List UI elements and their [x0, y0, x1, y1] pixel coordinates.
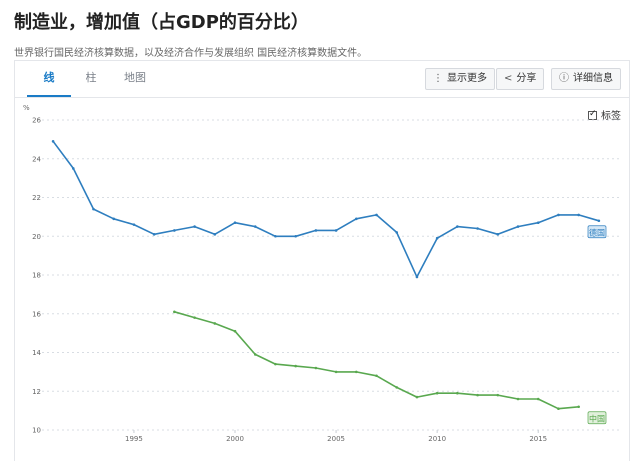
data-point	[213, 322, 217, 325]
series-name-label: 德国	[589, 227, 605, 237]
data-point	[395, 386, 399, 389]
y-tick-label: 24	[32, 155, 41, 163]
data-point	[355, 370, 358, 374]
x-tick-label: 1995	[125, 435, 143, 443]
y-tick-label: 22	[32, 194, 41, 202]
data-point	[597, 219, 601, 223]
data-point	[395, 231, 399, 234]
series-name-label: 中国	[589, 413, 605, 423]
chart-panel: 线 柱 地图 ⋮ 显示更多 <分享 ⓘ 详细信息 标签 % 10 12 14 16 18 20 2…	[14, 60, 630, 461]
y-tick-label: 10	[32, 427, 41, 435]
more-vertical-icon: ⋮	[433, 73, 443, 84]
series-line-0	[52, 140, 600, 278]
data-point	[516, 225, 520, 228]
data-point	[355, 217, 358, 221]
x-tick-label: 2015	[529, 435, 547, 443]
page-title: 制造业，增加值（占GDP的百分比）	[14, 12, 309, 33]
data-point	[577, 405, 580, 409]
y-tick-label: 14	[32, 349, 41, 357]
data-point	[314, 366, 318, 370]
data-point	[112, 217, 116, 221]
data-point	[193, 225, 196, 228]
data-point	[375, 374, 378, 378]
info-icon: ⓘ	[559, 73, 569, 84]
data-point	[577, 213, 580, 217]
data-point	[274, 234, 277, 238]
show-more-label: 显示更多	[447, 73, 487, 84]
share-button[interactable]: < 分享	[496, 68, 545, 90]
data-point	[132, 223, 136, 226]
data-point	[334, 229, 338, 232]
tab-map[interactable]: 地图	[124, 71, 146, 84]
data-point	[152, 233, 156, 236]
data-point	[72, 167, 75, 170]
data-point	[476, 227, 479, 230]
data-point	[253, 225, 257, 228]
data-point	[456, 391, 459, 395]
tab-bar: 线 柱 地图 ⋮ 显示更多 < 分享 ⓘ 详细信息	[15, 61, 629, 98]
series-end-tag	[587, 411, 607, 425]
data-point	[435, 391, 439, 395]
series-end-tag	[587, 225, 607, 239]
show-more-button[interactable]: ⋮ 显示更多	[425, 68, 495, 90]
data-point	[314, 229, 318, 232]
tab-line[interactable]: 线	[27, 61, 71, 97]
data-point	[253, 353, 257, 356]
data-point	[294, 364, 297, 368]
data-point	[294, 234, 297, 238]
data-point	[536, 221, 540, 224]
share-icon: <	[504, 73, 513, 84]
data-point	[496, 233, 500, 236]
y-unit-label: %	[23, 104, 30, 112]
data-point	[557, 407, 560, 410]
details-label: 详细信息	[573, 73, 613, 84]
data-point	[516, 397, 520, 401]
data-point	[193, 316, 196, 319]
data-point	[536, 397, 540, 401]
data-point	[92, 207, 95, 211]
x-tick-label: 2000	[226, 435, 244, 443]
data-point	[233, 329, 237, 333]
y-tick-label: 16	[32, 310, 41, 318]
y-tick-label: 26	[32, 117, 41, 125]
page-subtitle: 世界银行国民经济核算数据，以及经济合作与发展组织 国民经济核算数据文件。	[14, 48, 368, 59]
data-point	[557, 213, 560, 217]
data-point	[496, 393, 500, 397]
data-point	[173, 310, 176, 314]
x-tick-label: 2010	[428, 435, 446, 443]
y-tick-label: 18	[32, 272, 41, 280]
data-point	[213, 233, 217, 236]
data-point	[456, 225, 459, 228]
data-point	[435, 236, 439, 240]
tab-bar-chart[interactable]: 柱	[85, 71, 97, 84]
data-point	[334, 370, 338, 374]
series-line-1	[174, 311, 579, 410]
data-point	[476, 393, 479, 397]
y-tick-label: 12	[32, 388, 41, 396]
data-point	[415, 395, 419, 399]
data-point	[375, 213, 378, 217]
y-tick-label: 20	[32, 233, 41, 241]
data-point	[274, 362, 277, 366]
share-label: 分享	[516, 73, 537, 84]
data-point	[173, 229, 176, 232]
labels-toggle-label: 标签	[601, 111, 621, 122]
data-point	[233, 221, 237, 224]
data-point	[51, 140, 55, 143]
x-tick-label: 2005	[327, 435, 345, 443]
details-button[interactable]: ⓘ 详细信息	[551, 68, 621, 90]
data-point	[415, 275, 419, 279]
